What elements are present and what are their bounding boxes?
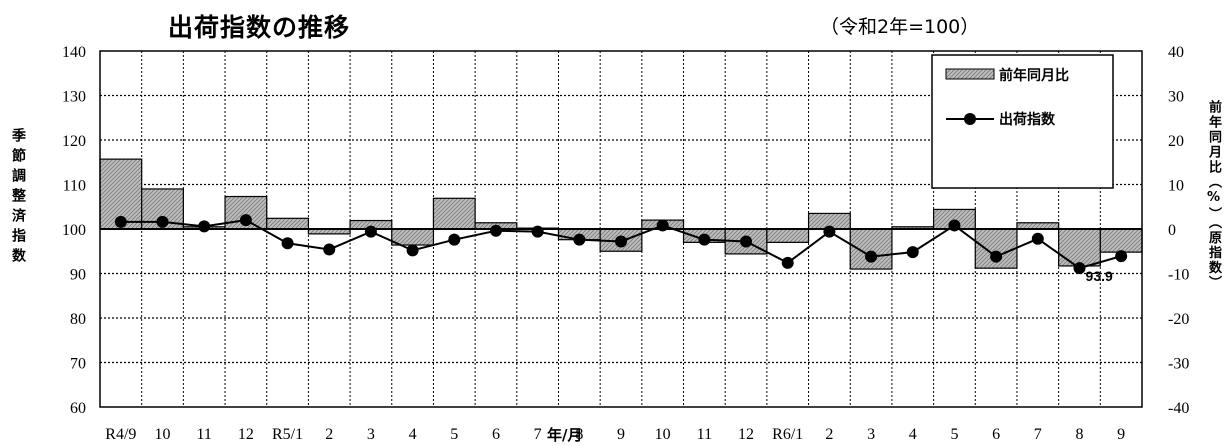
bar-yoy [1058, 228, 1101, 267]
right-tick-label: -40 [1168, 400, 1189, 417]
x-tick-label: 12 [238, 426, 254, 443]
data-label-last: 93.9 [1086, 268, 1113, 284]
marker-shipment-index [406, 244, 419, 257]
left-tick-label: 80 [70, 311, 86, 328]
right-tick-label: 0 [1168, 222, 1176, 239]
line-series: 93.9 [114, 214, 1128, 284]
marker-shipment-index [573, 233, 586, 246]
marker-shipment-index [1073, 262, 1086, 275]
legend-marker-swatch [964, 113, 976, 125]
marker-shipment-index [781, 256, 794, 269]
bar-yoy [432, 197, 476, 230]
bar-yoy [974, 228, 1018, 269]
x-tick-label: 8 [575, 426, 583, 443]
left-tick-label: 100 [62, 222, 86, 239]
marker-shipment-index [364, 225, 377, 238]
x-tick-label: 9 [617, 426, 625, 443]
x-tick-label: R6/1 [772, 426, 803, 443]
x-tick-label: 2 [825, 426, 833, 443]
marker-shipment-index [740, 235, 753, 248]
marker-shipment-index [531, 225, 544, 238]
x-tick-label: R4/9 [105, 426, 136, 443]
left-tick-label: 130 [62, 89, 86, 106]
legend-bar-swatch [945, 68, 995, 80]
bar-yoy [266, 217, 310, 230]
marker-shipment-index [948, 219, 961, 232]
x-tick-label: 5 [950, 426, 958, 443]
marker-shipment-index [656, 219, 669, 232]
x-tick-label: R5/1 [272, 426, 303, 443]
plot-frame [99, 50, 1143, 408]
marker-shipment-index [448, 233, 461, 246]
marker-shipment-index [865, 250, 878, 263]
left-axis-label: 季節調整済指数 [10, 128, 26, 268]
marker-shipment-index [990, 250, 1003, 263]
x-tick-label: 6 [992, 426, 1000, 443]
marker-shipment-index [198, 220, 211, 233]
right-tick-label: -20 [1168, 311, 1189, 328]
marker-shipment-index [281, 237, 294, 250]
left-tick-label: 140 [62, 44, 86, 61]
bar-yoy [766, 228, 810, 243]
marker-shipment-index [698, 233, 711, 246]
right-tick-label: 10 [1168, 178, 1184, 195]
marker-shipment-index [114, 215, 127, 228]
x-tick-label: 8 [1075, 426, 1083, 443]
x-tick-label: 7 [1034, 426, 1042, 443]
marker-shipment-index [906, 246, 919, 259]
marker-shipment-index [489, 224, 502, 237]
marker-shipment-index [615, 235, 627, 248]
marker-shipment-index [239, 214, 252, 227]
x-tick-label: 5 [450, 426, 458, 443]
x-tick-label: 10 [655, 426, 671, 443]
axes: 14013012011010090807060403020100-10-20-3… [62, 44, 1189, 443]
marker-shipment-index [323, 243, 336, 256]
marker-shipment-index [1115, 250, 1128, 263]
marker-shipment-index [823, 225, 836, 238]
x-tick-label: 9 [1117, 426, 1125, 443]
chart-title: 出荷指数の推移 [168, 13, 351, 42]
x-tick-label: 3 [367, 426, 375, 443]
left-tick-label: 120 [62, 133, 86, 150]
right-tick-label: 20 [1168, 133, 1184, 150]
x-tick-label: 7 [534, 426, 542, 443]
right-tick-label: -10 [1168, 267, 1189, 284]
marker-shipment-index [156, 215, 169, 228]
x-tick-label: 11 [196, 426, 211, 443]
x-tick-label: 12 [738, 426, 754, 443]
bar-yoy [391, 228, 435, 246]
right-axis-label: 前年同月比（%）（原指数） [1206, 100, 1221, 291]
left-tick-label: 70 [70, 356, 86, 373]
x-tick-label: 11 [697, 426, 712, 443]
right-tick-label: 30 [1168, 89, 1184, 106]
x-tick-label: 4 [909, 426, 917, 443]
left-tick-label: 90 [70, 267, 86, 284]
x-axis-label: 年/月 [547, 426, 583, 444]
right-tick-label: 40 [1168, 44, 1184, 61]
left-tick-label: 110 [63, 178, 86, 195]
left-tick-label: 60 [70, 400, 86, 417]
x-tick-label: 3 [867, 426, 875, 443]
x-tick-label: 4 [409, 426, 417, 443]
x-tick-label: 6 [492, 426, 500, 443]
legend-line-label: 出荷指数 [999, 111, 1056, 128]
legend-bar-label: 前年同月比 [999, 67, 1069, 84]
x-tick-label: 2 [325, 426, 333, 443]
chart-subtitle: （令和2年=100） [820, 16, 980, 38]
marker-shipment-index [1031, 232, 1044, 245]
x-tick-label: 10 [155, 426, 171, 443]
right-tick-label: -30 [1168, 356, 1189, 373]
bar-yoy [1099, 228, 1143, 253]
